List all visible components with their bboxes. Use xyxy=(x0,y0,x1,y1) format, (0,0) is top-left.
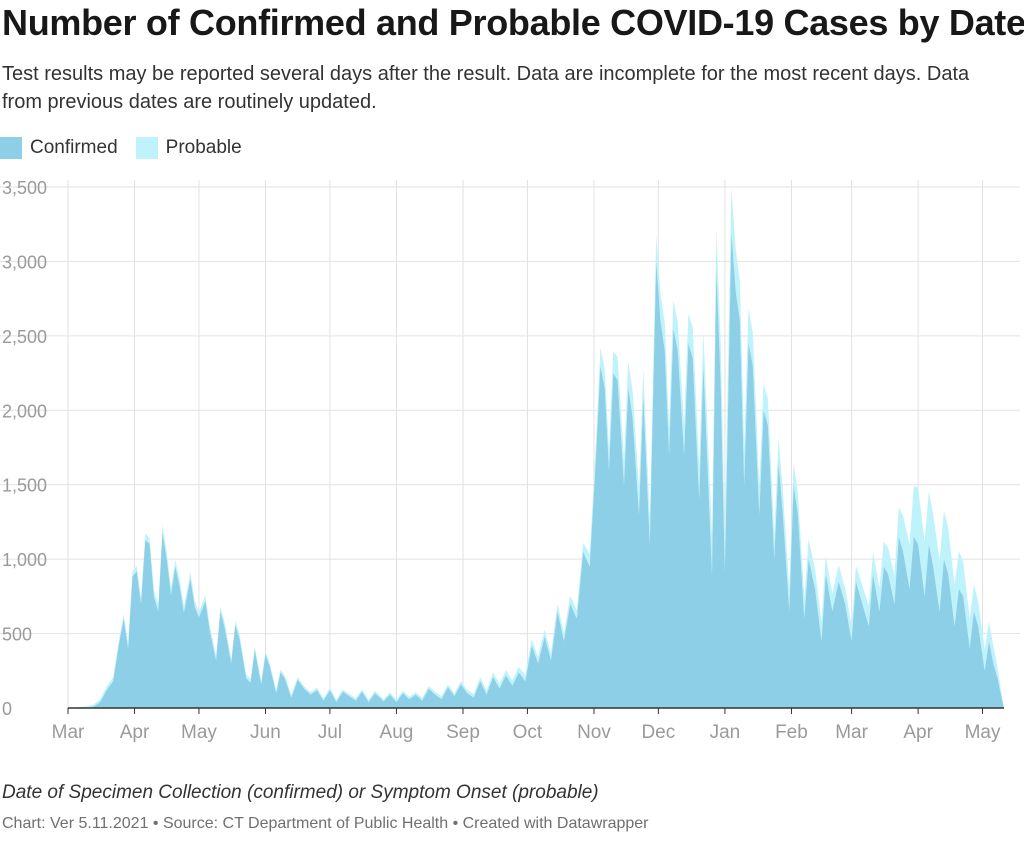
x-tick-label: Feb xyxy=(775,722,808,743)
x-tick-label: Dec xyxy=(641,722,675,743)
legend-item-probable: Probable xyxy=(135,137,242,159)
x-tick-label: Nov xyxy=(577,722,611,743)
chart-legend: Confirmed Probable xyxy=(0,134,260,162)
x-tick-label: Mar xyxy=(52,722,85,743)
legend-swatch-confirmed xyxy=(0,137,22,159)
x-tick-label: Jun xyxy=(250,722,281,743)
confirmed-area xyxy=(68,231,1004,708)
legend-swatch-probable xyxy=(135,137,158,159)
legend-item-confirmed: Confirmed xyxy=(0,137,118,159)
x-tick-label: Apr xyxy=(903,722,933,743)
x-tick-label: May xyxy=(965,722,1001,743)
x-axis-label: Date of Specimen Collection (confirmed) … xyxy=(2,782,599,803)
x-tick-label: Aug xyxy=(380,722,414,743)
y-tick-label: 500 xyxy=(2,625,32,645)
legend-label-probable: Probable xyxy=(165,137,242,158)
y-tick-label: 1,500 xyxy=(2,476,47,496)
y-tick-label: 2,000 xyxy=(2,401,47,421)
area-series xyxy=(68,187,1004,708)
x-tick-label: Oct xyxy=(513,722,543,743)
chart-description: Test results may be reported several day… xyxy=(2,63,970,113)
x-tick-label: May xyxy=(181,722,217,743)
x-tick-label: Sep xyxy=(446,722,480,743)
chart-credit: Chart: Ver 5.11.2021 • Source: CT Depart… xyxy=(2,815,649,832)
y-tick-label: 3,000 xyxy=(2,252,47,272)
x-tick-label: Mar xyxy=(835,722,868,743)
y-gridlines xyxy=(0,186,1020,635)
legend-label-confirmed: Confirmed xyxy=(30,137,118,158)
y-tick-label: 1,000 xyxy=(2,550,47,570)
y-tick-label: 0 xyxy=(2,699,12,719)
y-tick-label: 2,500 xyxy=(2,327,47,347)
x-tick-labels: Mar Apr May Jun Jul Aug Sep Oct Nov Dec Jan Feb Mar A… xyxy=(52,722,1001,743)
y-tick-labels: 0 500 1,000 1,500 2,000 2,500 3,000 3,500 xyxy=(2,178,47,719)
y-tick-label: 3,500 xyxy=(2,178,47,198)
x-tick-label: Apr xyxy=(120,722,150,743)
area-chart: 0 500 1,000 1,500 2,000 2,500 3,000 3,500 Mar Ap… xyxy=(0,178,1020,743)
chart-title: Number of Confirmed and Probable COVID-1… xyxy=(2,2,1024,43)
x-gridlines xyxy=(67,180,984,714)
x-tick-label: Jul xyxy=(318,722,342,743)
x-tick-label: Jan xyxy=(710,722,741,743)
